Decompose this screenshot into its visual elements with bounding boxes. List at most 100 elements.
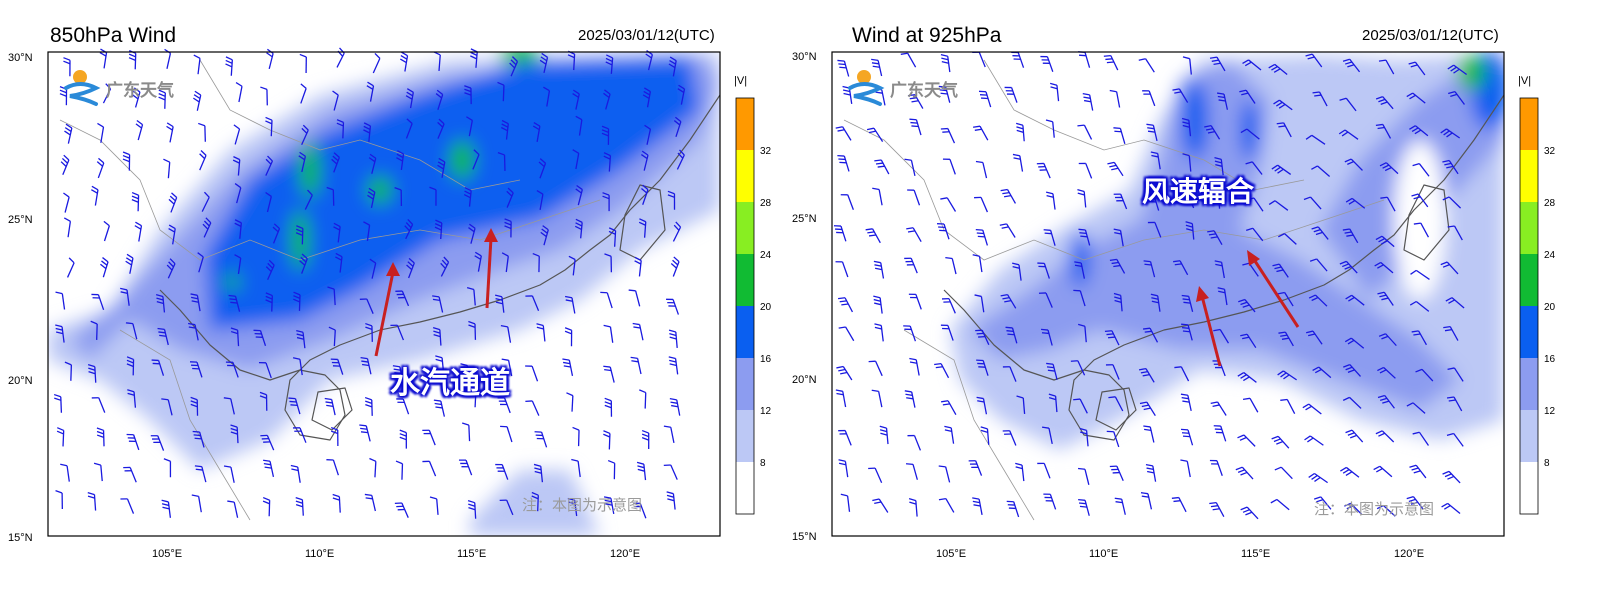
wind-barb: [1216, 460, 1223, 476]
wind-barb: [1243, 434, 1256, 447]
wind-barb-flag: [1080, 235, 1088, 238]
wind-barb: [301, 156, 307, 173]
wind-barb-flag: [837, 297, 846, 300]
wind-barb-flag: [636, 461, 645, 465]
wind-barb: [1223, 93, 1229, 110]
wind-barb: [374, 461, 377, 478]
wind-barb-flag: [1114, 299, 1122, 304]
wind-barb-flag: [576, 184, 583, 191]
wind-barb: [1246, 333, 1257, 349]
wind-barb: [1220, 425, 1227, 442]
wind-barb-flag: [158, 89, 166, 94]
wind-barb-flag: [1447, 367, 1455, 371]
wind-barb: [1246, 506, 1259, 520]
wind-barb-flag: [1305, 53, 1313, 57]
wind-barb: [842, 126, 852, 141]
wind-barb-flag: [301, 127, 308, 134]
wind-barb-flag: [470, 48, 478, 53]
wind-barb-flag: [158, 93, 166, 97]
wind-barb-flag: [1239, 89, 1247, 93]
wind-barb-flag: [669, 56, 677, 62]
wind-barb-flag: [1073, 398, 1081, 401]
wind-barb: [880, 159, 890, 175]
wind-barb: [1213, 230, 1223, 246]
wind-barb-flag: [1182, 153, 1190, 157]
cb-tick-32: 32: [760, 146, 772, 157]
wind-barb: [1189, 58, 1192, 75]
wind-barb-flag: [879, 425, 887, 429]
wind-barb-flag: [1106, 61, 1114, 64]
wind-barb: [301, 258, 308, 274]
wind-barb-flag: [836, 392, 844, 396]
wind-barb-flag: [369, 258, 377, 264]
wind-barb-flag: [840, 493, 848, 497]
wind-barb-flag: [464, 85, 472, 89]
wind-barb: [1149, 426, 1155, 443]
wind-barb-flag: [668, 63, 676, 69]
wind-barb: [365, 425, 371, 442]
wind-barb-flag: [975, 160, 983, 164]
wind-barb-flag: [327, 286, 335, 290]
wind-barb-flag: [395, 460, 403, 465]
wind-barb: [578, 119, 583, 136]
wind-barb-flag: [909, 97, 917, 100]
wind-barb-flag: [360, 427, 368, 430]
wind-barb-flag: [1345, 429, 1353, 434]
wind-barb-flag: [93, 462, 101, 466]
wind-barb-flag: [235, 82, 243, 87]
wind-barb-flag: [468, 320, 476, 325]
wind-barb-flag: [977, 400, 985, 403]
wind-barb-flag: [638, 221, 646, 226]
wind-barb: [1217, 401, 1227, 416]
wind-barb: [540, 431, 548, 448]
wind-barb-flag: [1313, 496, 1322, 500]
wind-barb: [1449, 326, 1459, 341]
wind-barb: [542, 325, 546, 342]
wind-barb-flag: [273, 223, 280, 230]
wind-barb-flag: [407, 218, 414, 225]
wind-barb-flag: [363, 221, 370, 226]
wind-barb-flag: [1144, 428, 1152, 432]
wind-barb: [401, 290, 410, 307]
wind-barb-flag: [838, 459, 846, 462]
wind-barb: [1284, 292, 1294, 307]
wind-barb: [1056, 85, 1060, 102]
wind-barb-flag: [91, 189, 98, 194]
wind-barb: [166, 53, 172, 69]
wind-barb-flag: [290, 404, 298, 407]
wind-barb-flag: [1311, 226, 1319, 230]
wind-barb: [1188, 296, 1194, 312]
wind-barb: [271, 295, 273, 312]
wind-barb: [885, 428, 889, 445]
wind-barb: [1418, 431, 1430, 446]
wind-barb: [1418, 330, 1427, 346]
wind-barb-flag: [296, 336, 304, 340]
wind-barb-flag: [1381, 297, 1389, 301]
wind-barb-flag: [934, 363, 942, 366]
wind-barb: [1084, 229, 1091, 246]
wind-barb-flag: [632, 322, 640, 326]
wind-barb: [473, 289, 476, 306]
cb-tick-16: 16: [760, 354, 772, 365]
wind-barb-flag: [434, 226, 442, 231]
wind-barb-flag: [1237, 372, 1245, 377]
wind-barb: [259, 330, 267, 347]
wind-map-925: 30°N 25°N 20°N 15°N 105°E 110°E 115°E 12…: [831, 51, 1556, 560]
wind-barb-flag: [1016, 395, 1024, 399]
wind-barb-flag: [60, 463, 68, 467]
wind-barb-flag: [637, 468, 645, 472]
wind-barb-flag: [838, 368, 846, 372]
wind-barb-flag: [99, 52, 107, 57]
wind-barb: [339, 256, 343, 273]
wind-barb: [946, 197, 957, 212]
wind-barb: [1178, 88, 1189, 103]
wind-barb: [472, 154, 480, 170]
wind-barb: [843, 60, 850, 77]
wind-barb-flag: [166, 125, 173, 131]
wind-barb-flag: [1277, 370, 1284, 376]
wind-barb-flag: [299, 151, 306, 157]
wind-barb-flag: [1344, 158, 1352, 163]
wind-barb-flag: [1242, 262, 1250, 266]
wind-barb: [947, 128, 956, 144]
logo-icon: [64, 70, 101, 106]
